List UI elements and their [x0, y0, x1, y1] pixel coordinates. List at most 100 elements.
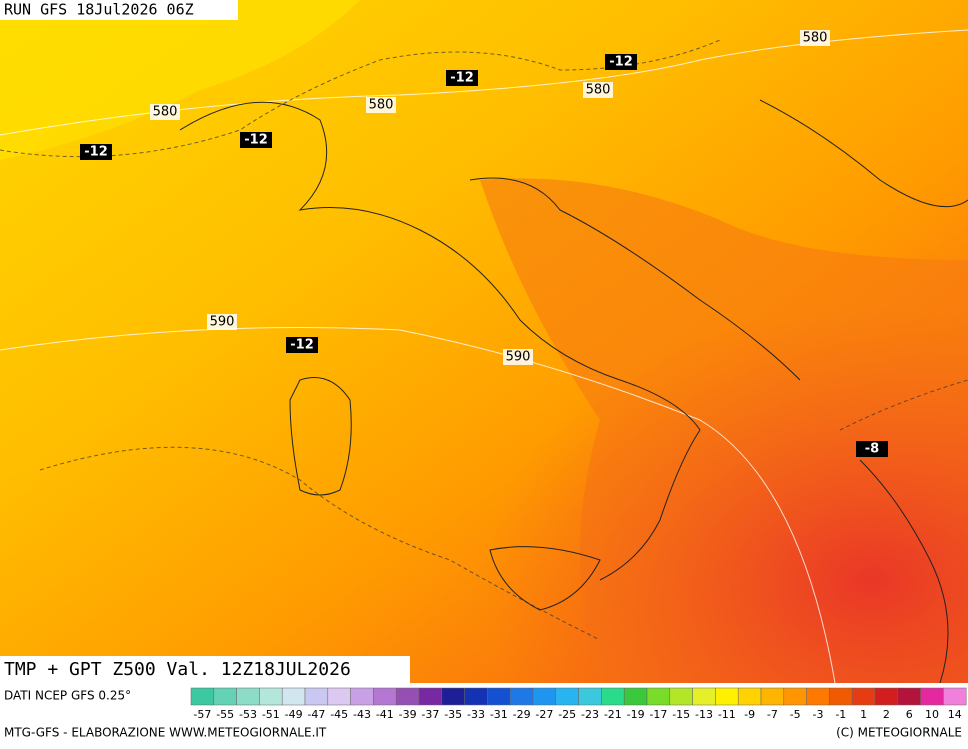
- legend-swatch: [418, 687, 443, 706]
- legend-swatch: [829, 687, 853, 706]
- legend-swatch: [487, 687, 511, 706]
- legend-label: -1: [835, 708, 846, 721]
- legend-label: -35: [444, 708, 462, 721]
- legend-swatch: [669, 687, 693, 706]
- coastlines: [179, 99, 968, 684]
- contour-label-box: [240, 132, 272, 148]
- legend-label: -19: [627, 708, 645, 721]
- legend-label: -57: [193, 708, 211, 721]
- legend-swatch: [646, 687, 671, 706]
- legend-label: -43: [353, 708, 371, 721]
- header-box: [0, 0, 238, 20]
- temperature-contours: [0, 39, 968, 641]
- legend-label: 14: [948, 708, 962, 721]
- geopotential-label: 580: [586, 83, 611, 98]
- legend-label: -3: [813, 708, 824, 721]
- legend-swatch: [692, 687, 716, 706]
- legend-label: -25: [558, 708, 576, 721]
- legend-swatch: [806, 687, 830, 706]
- legend-label: -53: [239, 708, 257, 721]
- legend-swatch: [464, 687, 488, 706]
- legend-swatch: [555, 687, 579, 706]
- legend-swatch: [373, 687, 397, 706]
- legend-swatch: [578, 687, 602, 706]
- legend-swatch: [259, 687, 283, 706]
- legend-label: -5: [790, 708, 801, 721]
- legend-label: -23: [581, 708, 599, 721]
- temperature-label: -12: [450, 71, 474, 86]
- legend-label: -41: [376, 708, 394, 721]
- legend-label: 10: [925, 708, 939, 721]
- legend-label: -47: [307, 708, 325, 721]
- legend-label: -51: [262, 708, 280, 721]
- contour-label-box: [503, 349, 533, 365]
- legend-label: -49: [285, 708, 303, 721]
- geopotential-label: 580: [803, 31, 828, 46]
- contour-label-box: [150, 104, 180, 120]
- legend-label: -17: [649, 708, 667, 721]
- footer-left: MTG-GFS - ELABORAZIONE WWW.METEOGIORNALE…: [4, 726, 327, 740]
- legend-label: -27: [535, 708, 553, 721]
- legend-label: -45: [330, 708, 348, 721]
- legend-swatch: [509, 687, 534, 706]
- contour-label-box: [286, 337, 318, 353]
- legend-label: 2: [883, 708, 890, 721]
- legend-swatch: [851, 687, 876, 706]
- legend-swatch: [783, 687, 807, 706]
- legend-label: -55: [216, 708, 234, 721]
- legend-swatch: [874, 687, 899, 706]
- contour-label-box: [446, 70, 478, 86]
- legend-swatch: [532, 687, 557, 706]
- legend-swatch: [395, 687, 420, 706]
- temperature-field: [0, 0, 968, 683]
- legend-label: -11: [718, 708, 736, 721]
- source-label: DATI NCEP GFS 0.25°: [4, 689, 131, 703]
- legend-swatch: [760, 687, 785, 706]
- contour-label-box: [800, 30, 830, 46]
- temperature-label: -12: [244, 133, 268, 148]
- legend-swatch: [350, 687, 374, 706]
- legend-label: -21: [604, 708, 622, 721]
- legend-label: -37: [421, 708, 439, 721]
- geopotential-label: 580: [369, 98, 394, 113]
- legend-swatch: [190, 687, 215, 706]
- temperature-label: -12: [84, 145, 108, 160]
- legend-swatch: [213, 687, 237, 706]
- temperature-label: -12: [290, 338, 314, 353]
- geopotential-label: 580: [153, 105, 178, 120]
- legend-swatch: [327, 687, 351, 706]
- legend-label: -13: [695, 708, 713, 721]
- contour-label-box: [80, 144, 112, 160]
- legend-label: -39: [399, 708, 417, 721]
- legend-label: 1: [860, 708, 867, 721]
- legend-label: -29: [513, 708, 531, 721]
- geopotential-label: 590: [506, 350, 531, 365]
- temperature-label: -8: [865, 442, 879, 457]
- contour-label-box: [583, 82, 613, 98]
- legend-swatch: [281, 687, 306, 706]
- legend-swatch: [236, 687, 260, 706]
- contour-label-box: [207, 314, 237, 330]
- legend-swatch: [304, 687, 329, 706]
- contour-label-box: [605, 54, 637, 70]
- contour-label-box: [856, 441, 888, 457]
- map-area: [0, 0, 968, 684]
- legend-label: -7: [767, 708, 778, 721]
- map-title: TMP + GPT Z500 Val. 12Z18JUL2026: [4, 659, 351, 680]
- temperature-label: -12: [609, 55, 633, 70]
- run-label: RUN GFS 18Jul2026 06Z: [4, 1, 194, 19]
- legend-swatch: [920, 687, 944, 706]
- legend-swatch: [623, 687, 648, 706]
- legend-label: -9: [744, 708, 755, 721]
- legend-swatch: [737, 687, 762, 706]
- geopotential-label: 590: [210, 315, 235, 330]
- legend-swatch: [715, 687, 739, 706]
- legend-swatch: [601, 687, 625, 706]
- footer-right: (C) METEOGIORNALE: [836, 726, 962, 740]
- title-box: [0, 656, 410, 683]
- legend-label: -31: [490, 708, 508, 721]
- legend-swatch: [441, 687, 465, 706]
- legend-label: -15: [672, 708, 690, 721]
